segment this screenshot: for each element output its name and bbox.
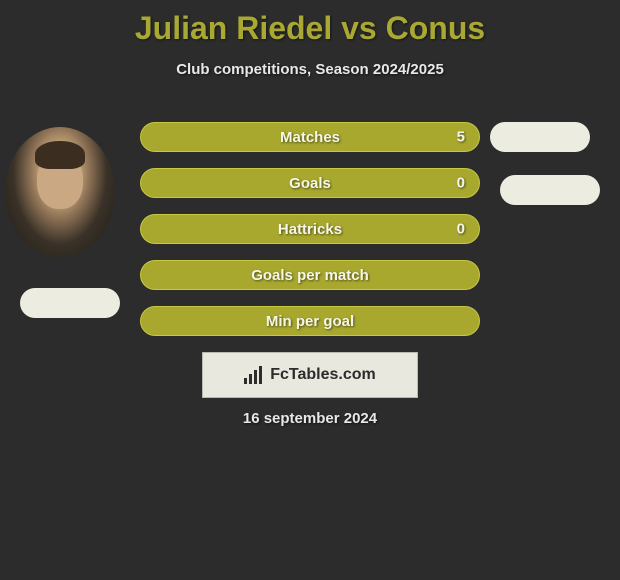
stat-bar-label: Min per goal [266, 313, 354, 330]
logo-text: FcTables.com [270, 366, 376, 384]
source-logo: FcTables.com [202, 352, 418, 398]
stat-bar-value: 5 [457, 129, 465, 146]
stat-bar: Matches 5 [140, 122, 480, 152]
subtitle: Club competitions, Season 2024/2025 [0, 61, 620, 78]
stat-bars: Matches 5 Goals 0 Hattricks 0 Goals per match M… [140, 122, 480, 352]
stat-bar-label: Hattricks [278, 221, 342, 238]
blank-pill [500, 175, 600, 205]
date-text: 16 september 2024 [0, 410, 620, 427]
bars-icon [244, 366, 264, 384]
player-avatar-left [5, 127, 115, 257]
stat-bar: Min per goal [140, 306, 480, 336]
stat-bar: Goals per match [140, 260, 480, 290]
page-title: Julian Riedel vs Conus [0, 0, 620, 47]
stat-bar-label: Matches [280, 129, 340, 146]
stat-bar: Goals 0 [140, 168, 480, 198]
blank-pill [20, 288, 120, 318]
stat-bar-label: Goals [289, 175, 331, 192]
stat-bar: Hattricks 0 [140, 214, 480, 244]
stat-bar-value: 0 [457, 175, 465, 192]
stat-bar-value: 0 [457, 221, 465, 238]
stat-bar-label: Goals per match [251, 267, 369, 284]
blank-pill [490, 122, 590, 152]
